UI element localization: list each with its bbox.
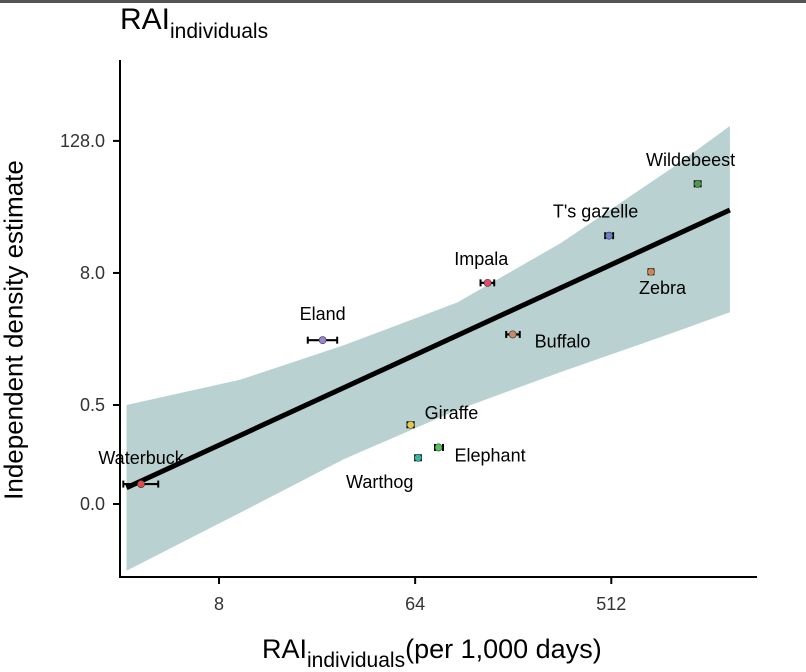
- regression-line: [125, 207, 731, 490]
- y-tick-label: 0.0: [80, 494, 105, 514]
- point-marker: [605, 231, 613, 240]
- fit-line-layer: [125, 207, 731, 490]
- data-point-warthog: [414, 453, 422, 462]
- x-tick-label: 64: [405, 594, 425, 614]
- y-tick-label: 0.5: [80, 395, 105, 415]
- point-label-eland: Eland: [300, 304, 346, 324]
- point-marker: [434, 443, 443, 452]
- top-border: [0, 0, 806, 3]
- point-marker: [137, 480, 145, 488]
- axes-layer: 8 64 512 0.0 0.5 8.0 128.0: [60, 60, 757, 614]
- chart-title: RAIindividuals: [120, 3, 269, 43]
- data-point-t-s-gazelle: [604, 231, 615, 240]
- x-axis-title: RAIindividuals(per 1,000 days): [262, 634, 602, 672]
- data-point-eland: [306, 336, 339, 345]
- y-axis-title: Independent density estimate: [0, 160, 29, 500]
- y-tick-label: 8.0: [80, 263, 105, 283]
- point-label-warthog: Warthog: [346, 472, 413, 492]
- point-marker: [318, 336, 327, 345]
- point-label-t-s-gazelle: T's gazelle: [553, 202, 638, 222]
- data-point-wildebeest: [693, 179, 702, 188]
- point-label-impala: Impala: [454, 249, 509, 269]
- data-point-elephant: [434, 443, 445, 452]
- x-tick-label: 8: [214, 594, 224, 614]
- y-tick-label: 128.0: [60, 131, 105, 151]
- point-label-zebra: Zebra: [639, 278, 687, 298]
- point-label-buffalo: Buffalo: [535, 331, 591, 351]
- point-label-giraffe: Giraffe: [425, 403, 479, 423]
- point-marker: [414, 453, 422, 462]
- point-label-wildebeest: Wildebeest: [646, 150, 735, 170]
- point-marker: [406, 420, 415, 429]
- data-point-zebra: [647, 267, 655, 276]
- points-layer: [122, 179, 702, 488]
- point-marker: [483, 278, 492, 287]
- data-point-giraffe: [406, 420, 415, 429]
- point-marker: [647, 267, 655, 276]
- x-tick-label: 512: [596, 594, 626, 614]
- point-marker: [508, 330, 517, 339]
- point-labels-layer: Waterbuck Eland Giraffe Warthog Elephant Impa…: [98, 150, 735, 492]
- point-marker: [693, 179, 702, 188]
- point-label-waterbuck: Waterbuck: [98, 448, 184, 468]
- data-point-waterbuck: [122, 480, 160, 488]
- data-point-impala: [479, 278, 496, 287]
- data-point-buffalo: [505, 330, 521, 339]
- point-label-elephant: Elephant: [455, 445, 526, 465]
